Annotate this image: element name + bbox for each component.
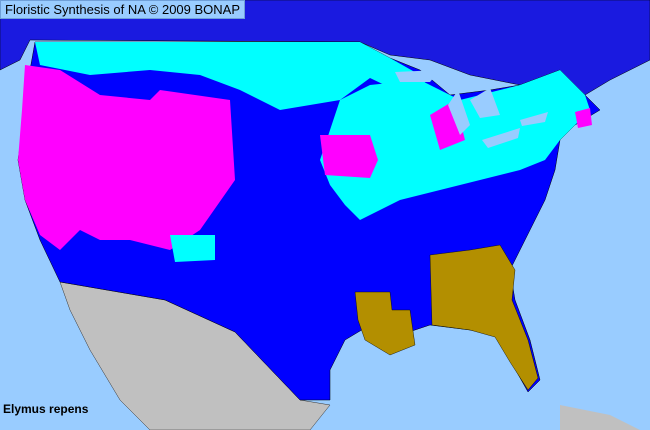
great-lakes <box>395 70 548 148</box>
canada-region <box>0 0 650 96</box>
cuba <box>560 405 640 430</box>
region-magenta-ne <box>575 108 592 128</box>
region-olive-southeast <box>429 244 539 391</box>
region-cyan-east <box>320 70 590 220</box>
species-name: Elymus repens <box>3 402 89 416</box>
region-olive-louisiana <box>354 291 416 356</box>
region-magenta-west <box>18 65 235 250</box>
region-cyan-sw <box>170 235 215 262</box>
region-magenta-iowa <box>320 135 378 178</box>
map-title: Floristic Synthesis of NA © 2009 BONAP <box>0 0 246 19</box>
region-cyan-north <box>35 42 430 110</box>
